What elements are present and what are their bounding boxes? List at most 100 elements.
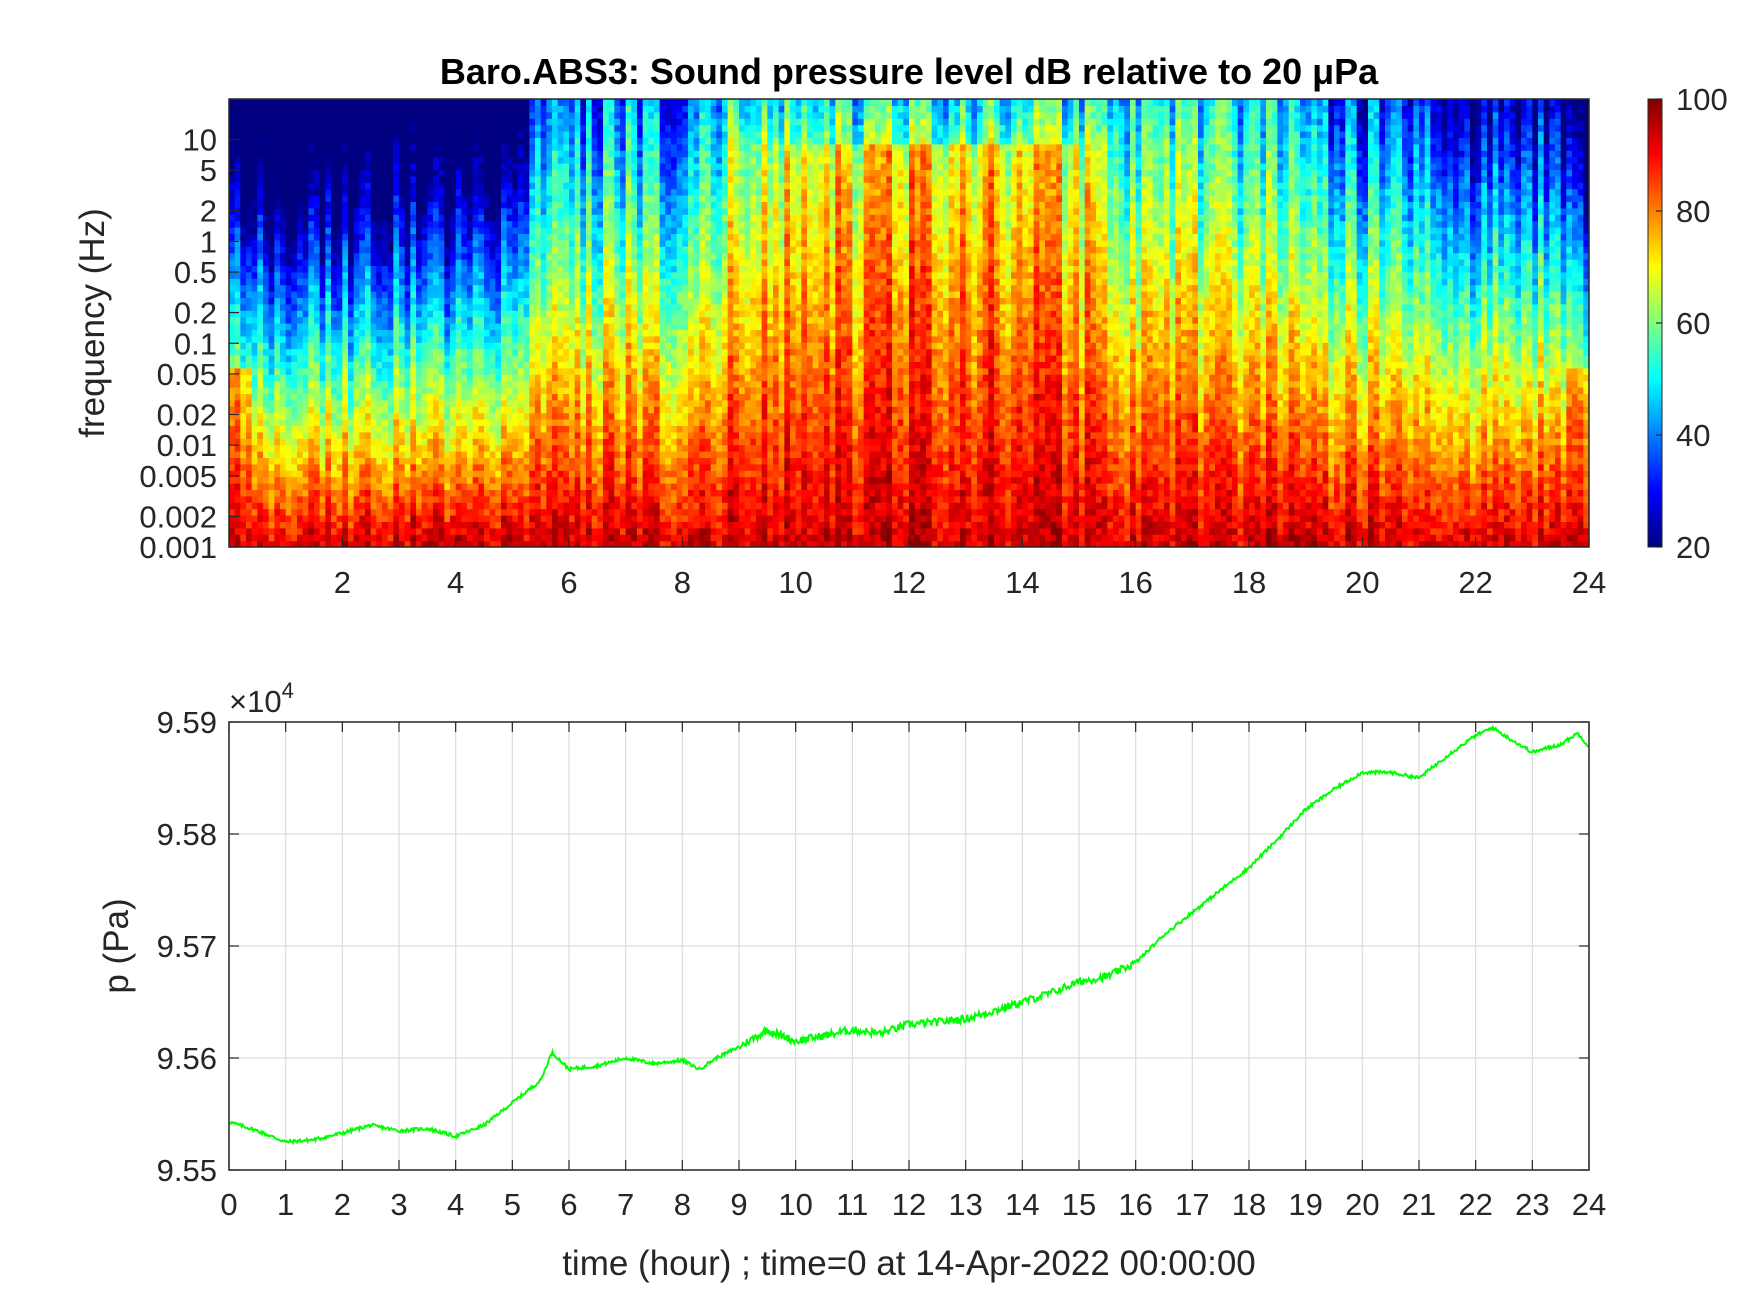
spectrogram-cell (608, 124, 615, 132)
spectrogram-cell (597, 303, 604, 311)
spectrogram-cell (240, 393, 247, 401)
spectrogram-cell (597, 463, 604, 471)
spectrogram-cell (263, 111, 270, 119)
spectrogram-cell (523, 335, 530, 343)
spectrogram-cell (387, 227, 394, 234)
spectrogram-cell (523, 425, 530, 433)
spectrogram-cell (603, 271, 610, 279)
spectrogram-cell (314, 182, 321, 190)
spectrogram-cell (569, 278, 576, 286)
spectrogram-cell (285, 335, 292, 343)
spectrogram-cell (280, 265, 287, 273)
spectrogram-cell (535, 451, 542, 458)
spectrogram-cell (399, 361, 406, 369)
spectrogram-cell (302, 412, 309, 420)
spectrogram-cell (280, 310, 287, 318)
spectrogram-cell (297, 399, 304, 407)
spectrogram-cell (404, 342, 411, 350)
spectrogram-cell (489, 111, 496, 119)
spectrogram-cell (512, 150, 519, 158)
spectrogram-cell (234, 163, 241, 170)
spectrogram-cell (421, 457, 428, 465)
spectrogram-cell (263, 438, 270, 446)
spectrogram-cell (342, 297, 349, 305)
spectrogram-cell (506, 259, 513, 266)
spectrogram-cell (438, 451, 445, 458)
spectrogram-cell (512, 169, 519, 177)
spectrogram-cell (229, 457, 236, 465)
spectrogram-cell (620, 291, 627, 298)
spectrogram-cell (591, 380, 598, 388)
spectrogram-cell (546, 278, 553, 286)
spectrogram-cell (518, 239, 525, 247)
spectrogram-cell (342, 188, 349, 196)
spectrogram-cell (280, 502, 287, 510)
spectrogram-cell (246, 278, 253, 286)
spectrogram-cell (529, 470, 536, 478)
spectrogram-cell (523, 374, 530, 382)
spectrogram-cell (614, 150, 621, 158)
spectrogram-cell (319, 419, 326, 426)
spectrogram-cell (472, 182, 479, 190)
spectrogram-cell (263, 271, 270, 279)
spectrogram-cell (512, 220, 519, 228)
spectrogram-cell (591, 278, 598, 286)
spectrogram-cell (603, 137, 610, 145)
spectrogram-cell (455, 233, 462, 241)
spectrogram-cell (501, 380, 508, 388)
spectrogram-cell (580, 457, 587, 465)
spectrogram-cell (297, 316, 304, 324)
spectrogram-cell (540, 380, 547, 388)
spectrogram-cell (353, 303, 360, 311)
spectrogram-cell (359, 451, 366, 458)
spectrogram-cell (546, 316, 553, 324)
spectrogram-cell (518, 508, 525, 516)
spectrogram-cell (586, 303, 593, 311)
spectrogram-cell (552, 502, 559, 510)
spectrogram-cell (484, 515, 491, 522)
spectrogram-cell (501, 406, 508, 414)
spectrogram-cell (331, 521, 338, 529)
spectrogram-cell (234, 393, 241, 401)
spectrogram-cell (387, 137, 394, 145)
spectrogram-cell (263, 502, 270, 510)
spectrogram-cell (580, 393, 587, 401)
spectrogram-cell (557, 233, 564, 241)
spectrogram-cell (365, 438, 372, 446)
spectrogram-cell (472, 515, 479, 522)
spectrogram-cell (478, 483, 485, 490)
spectrogram-cell (625, 233, 632, 241)
spectrogram-cell (444, 534, 451, 542)
spectrogram-cell (246, 284, 253, 292)
spectrogram-cell (399, 163, 406, 170)
spectrogram-cell (546, 99, 553, 106)
spectrogram-cell (472, 348, 479, 356)
spectrogram-cell (523, 476, 530, 484)
spectrogram-cell (421, 118, 428, 126)
spectrogram-cell (495, 527, 502, 535)
spectrogram-cell (455, 527, 462, 535)
spectrogram-cell (240, 291, 247, 298)
spectrogram-cell (274, 380, 281, 388)
spectrogram-cell (433, 495, 440, 503)
spectrogram-cell (569, 399, 576, 407)
spectrogram-cell (569, 207, 576, 215)
spectrogram-cell (251, 463, 258, 471)
spectrogram-cell (552, 361, 559, 369)
spectrogram-cell (376, 521, 383, 529)
spectrogram-cell (319, 387, 326, 394)
spectrogram-cell (433, 169, 440, 177)
spectrogram-cell (308, 239, 315, 247)
spectrogram-cell (404, 406, 411, 414)
spectrogram-cell (427, 521, 434, 529)
spectrogram-cell (580, 412, 587, 420)
spectrogram-cell (467, 265, 474, 273)
spectrogram-cell (331, 412, 338, 420)
spectrogram-cell (478, 316, 485, 324)
spectrogram-cell (586, 521, 593, 529)
spectrogram-cell (376, 124, 383, 132)
spectrogram-cell (433, 406, 440, 414)
spectrogram-cell (382, 335, 389, 343)
spectrogram-cell (455, 342, 462, 350)
spectrogram-cell (325, 431, 332, 439)
